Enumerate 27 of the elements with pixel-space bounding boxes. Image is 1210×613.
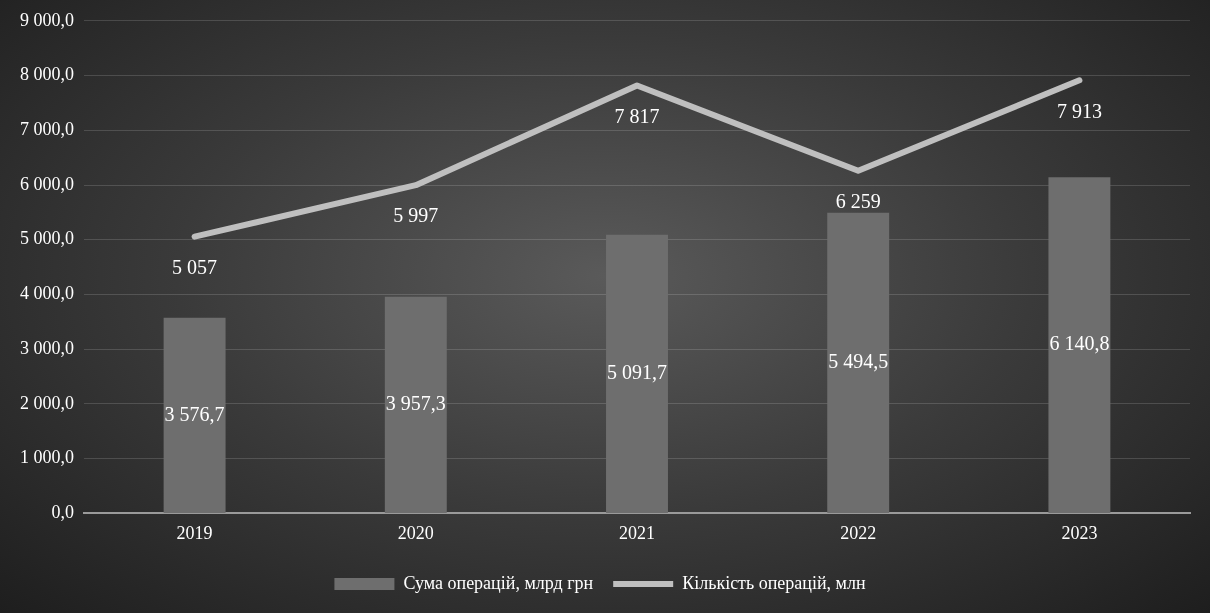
y-tick-label: 7 000,0 xyxy=(20,119,74,139)
x-tick-label: 2022 xyxy=(840,522,877,543)
y-tick-label: 4 000,0 xyxy=(20,283,74,304)
x-tick-label: 2023 xyxy=(1061,522,1098,543)
y-tick-label: 0,0 xyxy=(51,502,74,523)
y-tick-label: 9 000,0 xyxy=(20,9,74,30)
data-label: 3 576,7 xyxy=(164,402,225,425)
y-tick-label: 8 000,0 xyxy=(20,64,74,85)
x-tick-label: 2019 xyxy=(176,522,213,543)
y-tick-label: 6 000,0 xyxy=(20,173,74,194)
data-label: 7 817 xyxy=(614,104,660,127)
y-tick-label: 1 000,0 xyxy=(20,447,74,468)
data-label: 6 140,8 xyxy=(1049,332,1110,355)
data-label: 5 997 xyxy=(393,204,439,227)
data-label: 3 957,3 xyxy=(385,392,446,415)
data-label: 7 913 xyxy=(1056,99,1102,122)
x-tick-label: 2020 xyxy=(397,522,434,543)
legend-label: Сума операцій, млрд грн xyxy=(403,572,594,593)
x-tick-label: 2021 xyxy=(619,522,655,543)
y-tick-label: 5 000,0 xyxy=(20,228,74,249)
data-label: 5 494,5 xyxy=(828,350,889,373)
y-tick-label: 3 000,0 xyxy=(20,337,74,358)
legend-label: Кількість операцій, млн xyxy=(682,572,866,593)
data-label: 6 259 xyxy=(835,190,881,213)
data-label: 5 091,7 xyxy=(607,361,667,384)
y-tick-label: 2 000,0 xyxy=(20,392,74,413)
data-label: 5 057 xyxy=(172,255,218,278)
